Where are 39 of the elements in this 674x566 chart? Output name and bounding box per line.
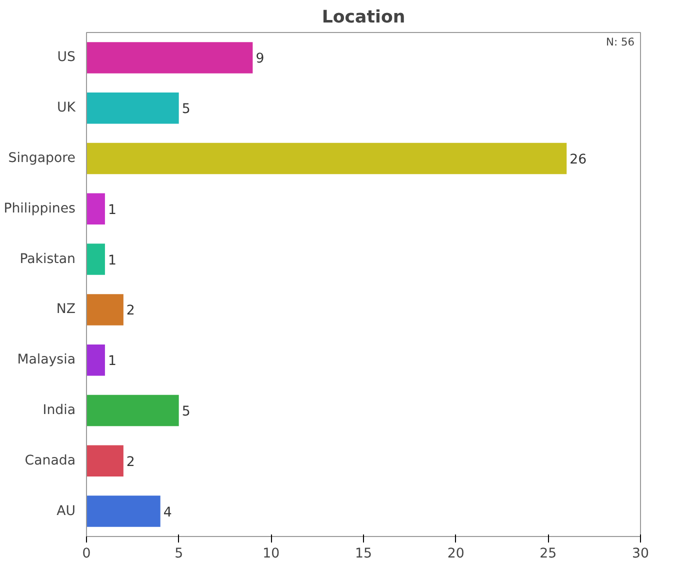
data-label: 5 [182, 102, 190, 118]
y-tick-label: India [42, 403, 76, 418]
bar [86, 193, 105, 225]
data-label: 2 [126, 454, 135, 470]
bar [86, 496, 160, 527]
y-tick-label: AU [56, 504, 76, 519]
y-tick-label: NZ [56, 302, 76, 318]
y-tick-label: Canada [24, 453, 76, 468]
data-label: 9 [256, 52, 264, 67]
data-label: 1 [108, 354, 116, 370]
y-tick-label: Philippines [4, 201, 76, 216]
x-tick-label: 30 [632, 546, 649, 562]
annotation: N: 56 [606, 36, 635, 48]
x-tick-label: 15 [355, 546, 372, 562]
y-tick-label: US [57, 50, 76, 66]
x-tick-label: 0 [82, 546, 91, 562]
x-tick-label: 5 [174, 546, 184, 562]
chart-title: Location [322, 8, 406, 28]
y-tick-label: UK [57, 100, 77, 116]
data-label: 26 [570, 152, 587, 168]
y-tick-label: Singapore [8, 151, 76, 166]
y-tick-label: Malaysia [17, 352, 76, 368]
bar [86, 142, 567, 174]
data-label: 5 [182, 404, 190, 420]
bar [86, 445, 124, 477]
bar [86, 294, 124, 326]
bar [86, 344, 105, 376]
bar [86, 42, 253, 74]
bar [86, 92, 179, 124]
x-tick-label: 20 [447, 546, 464, 562]
data-label: 4 [163, 505, 172, 520]
bar [86, 394, 179, 426]
bar [86, 244, 105, 275]
data-label: 2 [126, 304, 135, 319]
y-tick-label: Pakistan [20, 252, 76, 267]
data-label: 1 [108, 253, 116, 268]
x-tick-label: 25 [540, 546, 557, 562]
data-label: 1 [108, 202, 116, 218]
x-tick-label: 10 [262, 546, 280, 562]
